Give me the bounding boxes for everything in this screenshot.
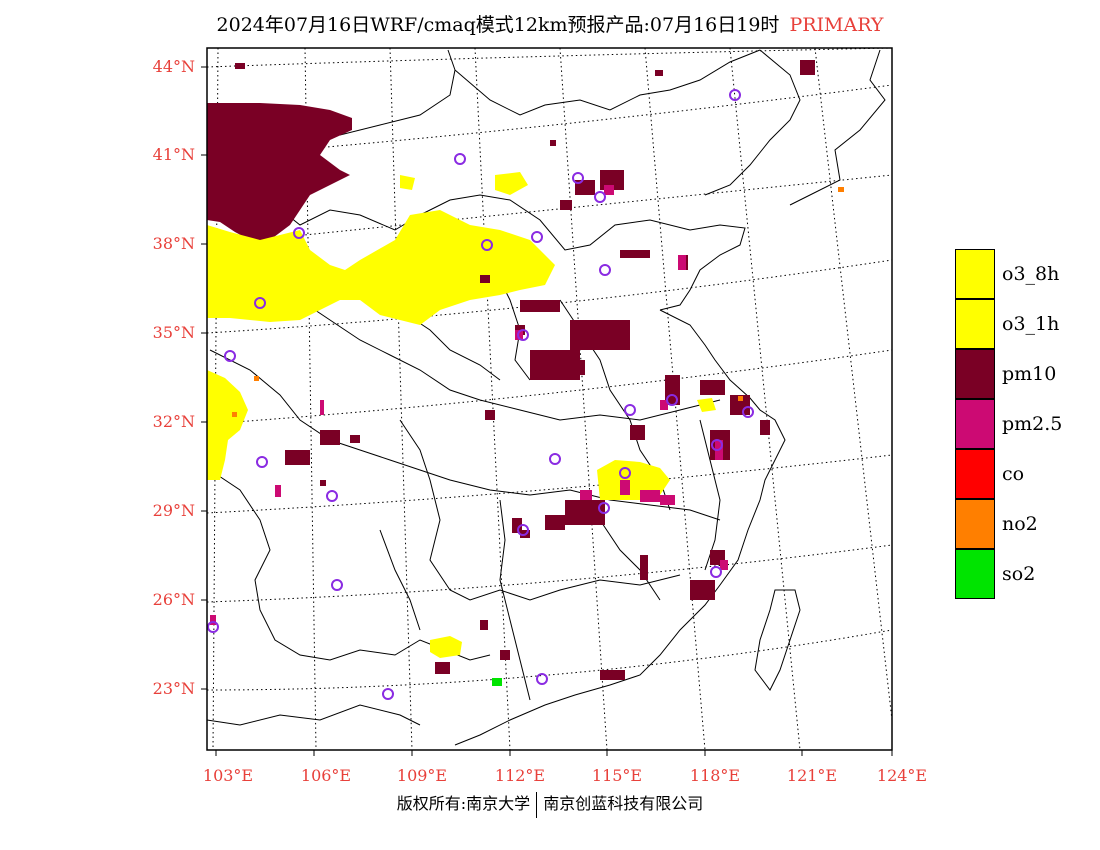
lat-label-32: 32°N [153, 412, 195, 431]
map-title: 2024年07月16日WRF/cmaq模式12km预报产品:07月16日19时 P… [0, 10, 1100, 37]
latitude-labels: 44°N 41°N 38°N 35°N 32°N 29°N 26°N 23°N [153, 57, 195, 698]
legend-swatch-pm25 [955, 399, 995, 449]
o3-area-shanxi-north [400, 175, 415, 190]
copyright-footer: 版权所有:南京大学 南京创蓝科技有限公司 [0, 790, 1100, 818]
title-main: 2024年07月16日WRF/cmaq模式12km预报产品:07月16日19时 [216, 14, 780, 36]
longitude-axis [215, 750, 893, 756]
lat-label-23: 23°N [153, 679, 195, 698]
legend-swatch-no2 [955, 499, 995, 549]
lon-label-118: 118°E [690, 766, 740, 785]
map-frame [206, 47, 893, 751]
o3-area-guangxi [430, 636, 462, 658]
lat-label-29: 29°N [153, 501, 195, 520]
lon-label-109: 109°E [397, 766, 447, 785]
lat-label-41: 41°N [153, 145, 195, 164]
legend-label-pm25: pm2.5 [1002, 413, 1063, 435]
lon-label-112: 112°E [495, 766, 545, 785]
o3-area-jiangsu [697, 398, 716, 412]
longitude-labels: 103°E 106°E 109°E 112°E 115°E 118°E 121°… [203, 766, 927, 785]
legend-item-pm25: pm2.5 [955, 399, 1100, 449]
lat-label-38: 38°N [153, 234, 195, 253]
legend-item-so2: so2 [955, 549, 1100, 599]
lat-label-26: 26°N [153, 590, 195, 609]
pollutant-cells [207, 60, 844, 700]
legend-item-o3-8h: o3_8h [955, 249, 1100, 299]
legend-label-pm10: pm10 [1002, 363, 1057, 385]
lat-label-44: 44°N [153, 57, 195, 76]
legend-label-no2: no2 [1002, 513, 1038, 535]
lon-label-115: 115°E [592, 766, 642, 785]
so2-cell [492, 678, 502, 686]
o3-area-west [207, 370, 248, 480]
legend-label-o3-1h: o3_1h [1002, 313, 1060, 335]
legend-item-o3-1h: o3_1h [955, 299, 1100, 349]
copyright-right: 南京创蓝科技有限公司 [543, 794, 704, 813]
o3-area-beijing [495, 172, 528, 195]
lon-label-124: 124°E [877, 766, 927, 785]
legend-item-no2: no2 [955, 499, 1100, 549]
monitoring-stations [207, 89, 754, 700]
legend-swatch-co [955, 449, 995, 499]
lon-label-121: 121°E [787, 766, 837, 785]
pm10-area-inner-mongolia [207, 103, 352, 240]
latitude-axis [201, 66, 207, 690]
legend: o3_8h o3_1h pm10 pm2.5 co no2 so2 [955, 249, 1100, 599]
legend-item-co: co [955, 449, 1100, 499]
o3-area-northwest [207, 210, 555, 325]
legend-swatch-pm10 [955, 349, 995, 399]
legend-swatch-o3-8h [955, 249, 995, 299]
footer-separator [536, 791, 538, 818]
legend-label-so2: so2 [1002, 563, 1036, 585]
legend-swatch-so2 [955, 549, 995, 599]
legend-label-co: co [1002, 463, 1025, 485]
legend-item-pm10: pm10 [955, 349, 1100, 399]
lat-label-35: 35°N [153, 323, 195, 342]
legend-swatch-o3-1h [955, 299, 995, 349]
lon-label-106: 106°E [301, 766, 351, 785]
legend-label-o3-8h: o3_8h [1002, 263, 1060, 285]
copyright-left: 版权所有:南京大学 [396, 794, 531, 813]
title-primary-label: PRIMARY [789, 14, 884, 36]
lon-label-103: 103°E [203, 766, 253, 785]
